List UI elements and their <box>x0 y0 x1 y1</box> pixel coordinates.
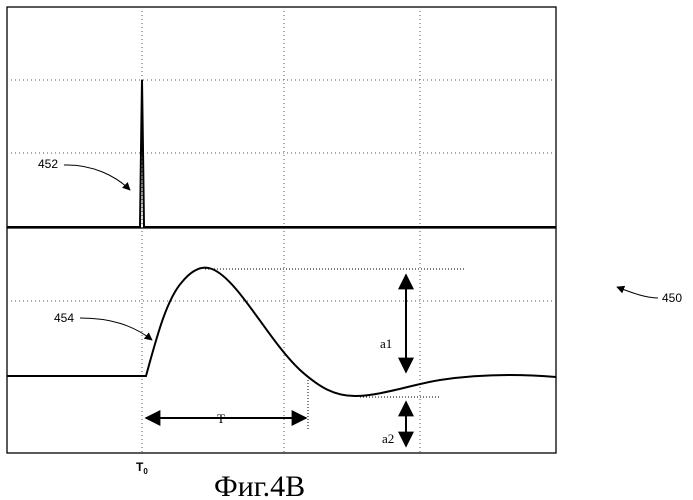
figure-caption: Фиг.4В <box>214 470 305 500</box>
figure-ref-label: 450 <box>662 291 682 305</box>
plot-frame <box>7 7 556 453</box>
a2-label: a2 <box>382 431 394 446</box>
pulse-signal-452 <box>7 80 556 227</box>
response-signal-454 <box>7 268 556 396</box>
pulse-ref-label: 452 <box>38 157 58 171</box>
period-label: T <box>217 411 225 426</box>
response-leader-arrow <box>80 318 152 340</box>
response-ref-label: 454 <box>54 311 74 325</box>
t0-label: T0 <box>136 460 148 476</box>
grid-lines <box>7 7 556 453</box>
figure-ref-arrow <box>617 287 658 298</box>
a1-label: a1 <box>380 336 392 351</box>
pulse-leader-arrow <box>64 165 130 190</box>
